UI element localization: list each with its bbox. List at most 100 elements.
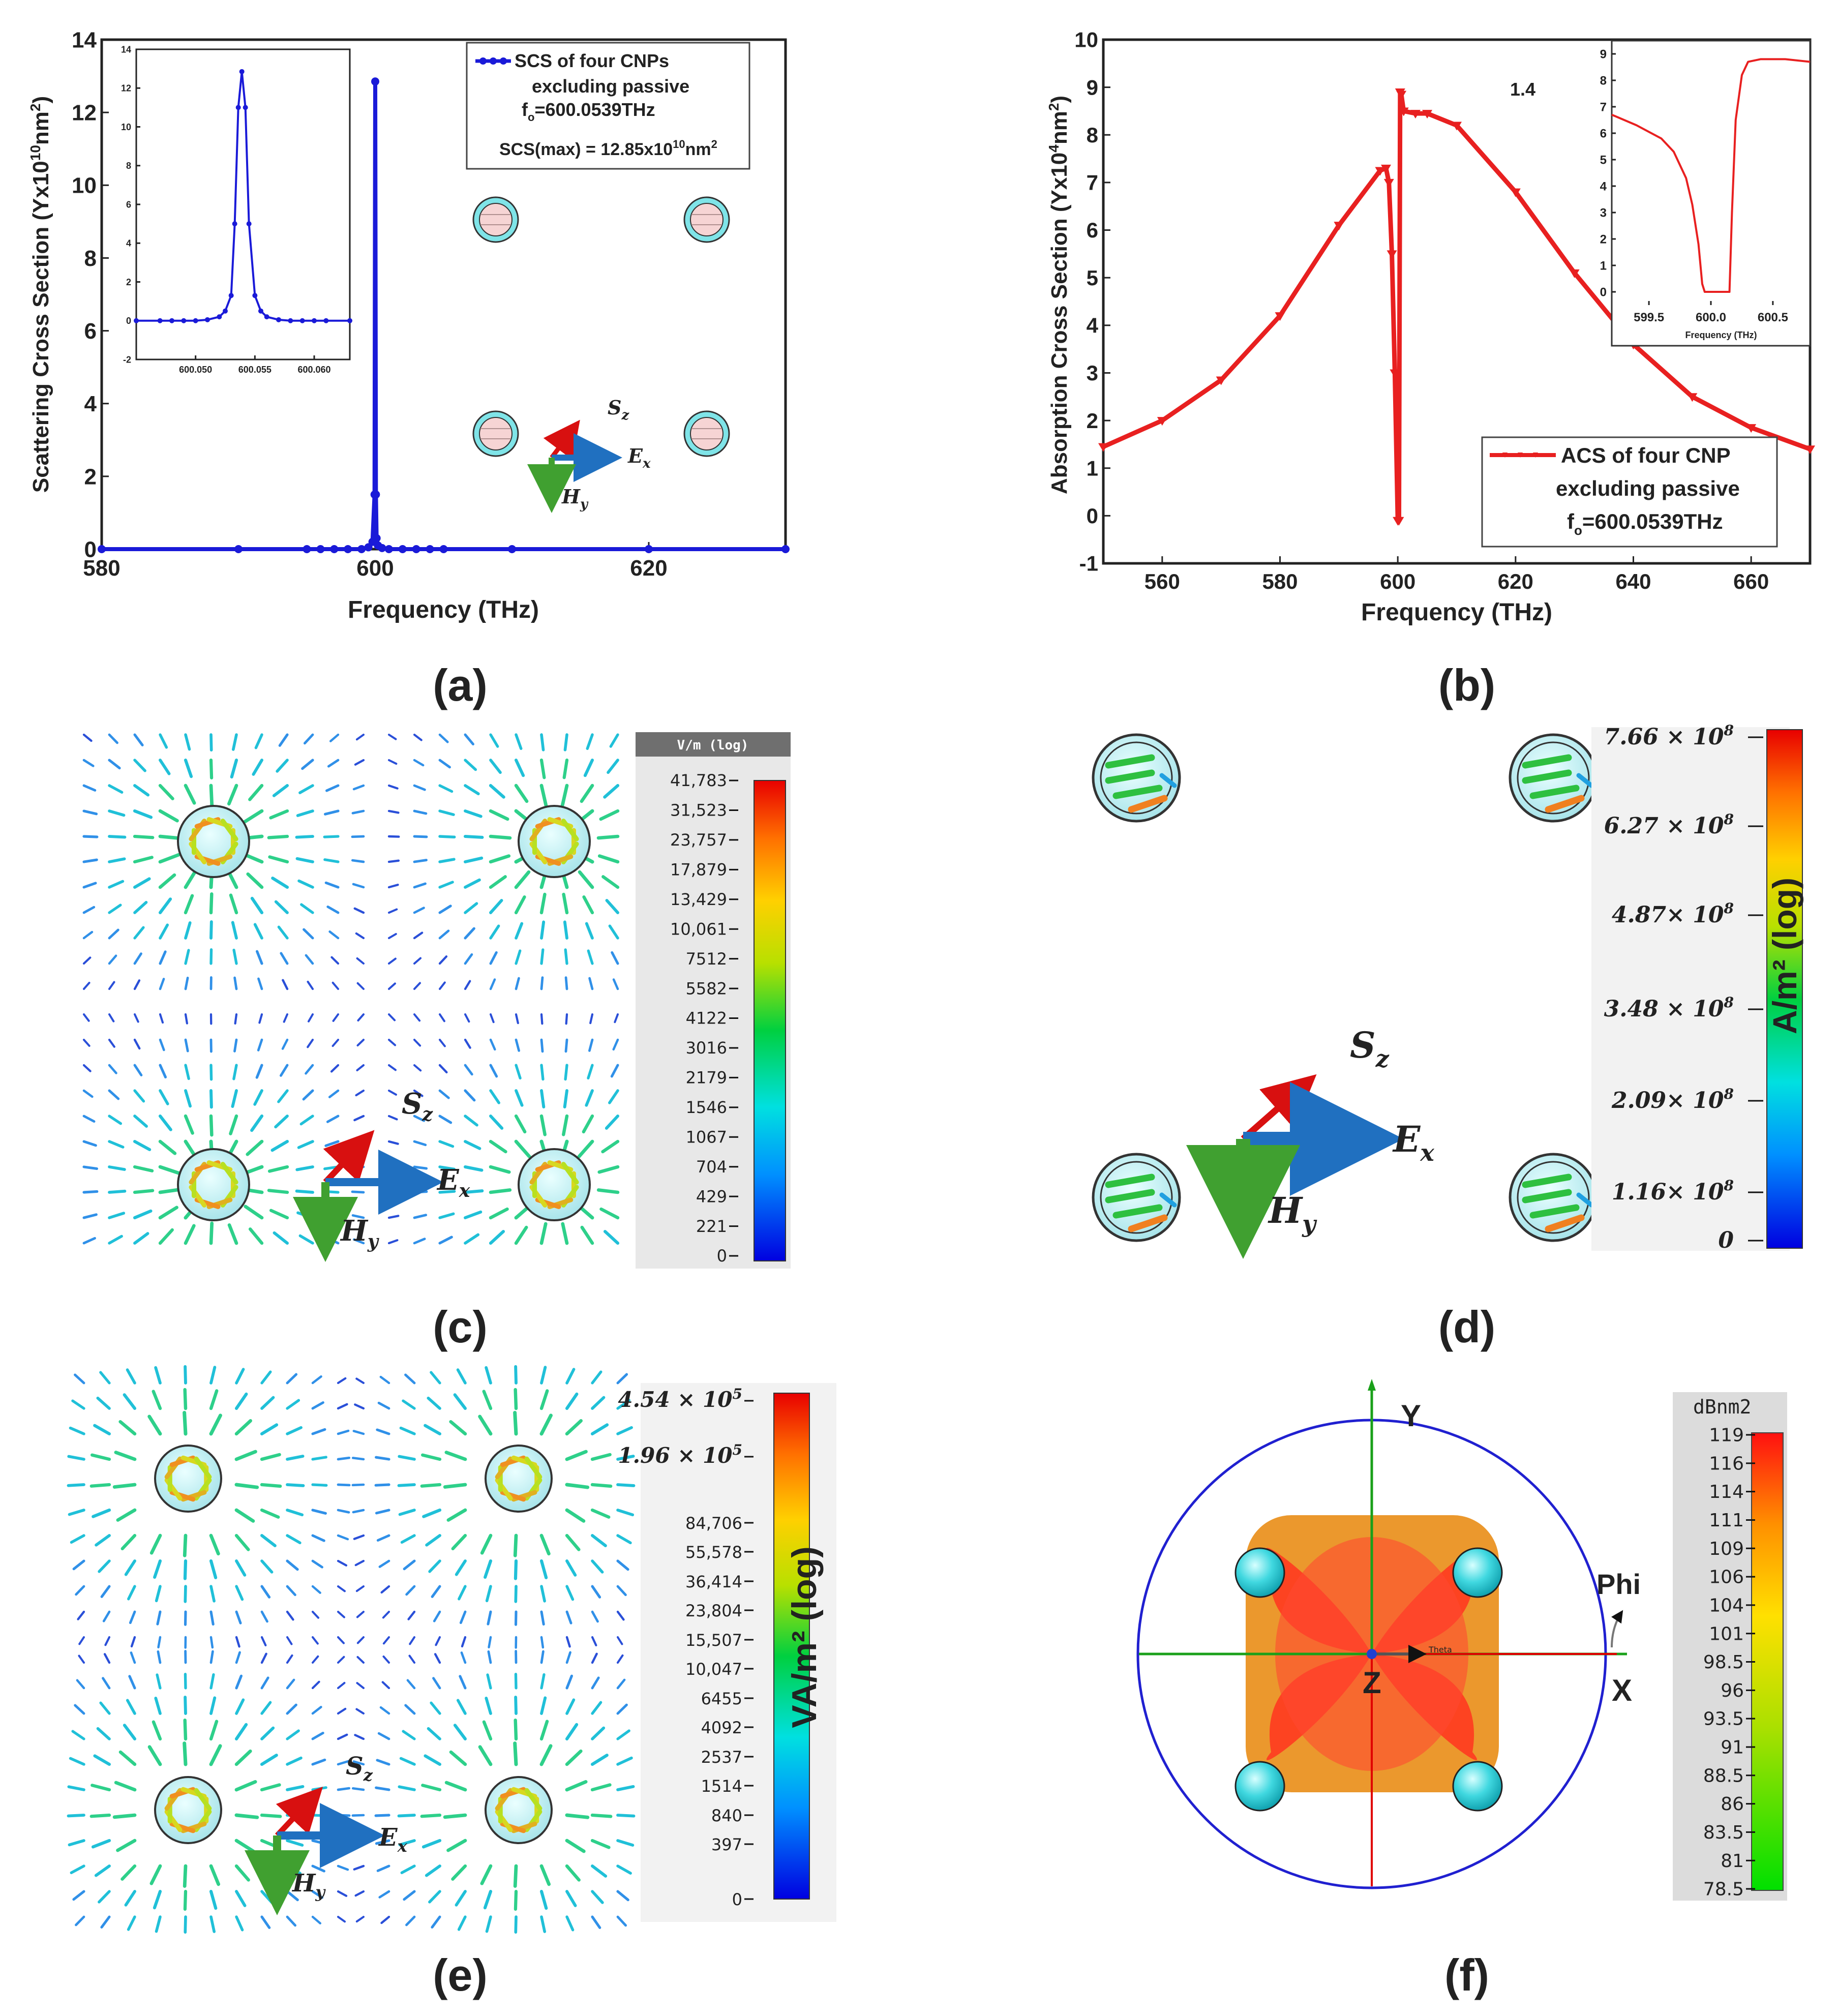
- y-axis-label: Y: [1401, 1399, 1421, 1433]
- panel-e-field-arrow: [591, 1559, 604, 1574]
- panel-label-b: (b): [1438, 660, 1495, 710]
- panel-e-field-arrow: [337, 1814, 351, 1817]
- panel-e-field-arrow: [460, 1651, 467, 1664]
- panel-e-field-arrow: [590, 1453, 612, 1461]
- panel-e-field-arrow: [260, 1396, 275, 1410]
- panel-a-inset-series-point: [181, 318, 187, 323]
- panel-c-field-arrow: [563, 1089, 568, 1109]
- panel-c-field-arrow: [489, 924, 500, 940]
- panel-b-annotation: 1.4: [1510, 79, 1535, 100]
- panel-e-field-arrow: [421, 1784, 442, 1792]
- panel-a-inset-x-tick-label: 600.055: [238, 365, 272, 375]
- cnp-particle: [472, 410, 519, 457]
- panel-c-field-arrow: [515, 733, 523, 750]
- panel-c-field-arrow: [387, 908, 398, 914]
- panel-e-field-arrow: [565, 1698, 576, 1715]
- panel-c-field-arrow: [82, 906, 96, 914]
- panel-e-field-arrow: [311, 1456, 327, 1461]
- panel-e-field-arrow: [376, 1759, 390, 1766]
- panel-e-field-arrow: [154, 1697, 162, 1715]
- panel-e-field-arrow: [130, 1636, 136, 1648]
- panel-e-field-arrow: [451, 1533, 467, 1551]
- panel-e-colorbar-tick-label: 4.54 × 105: [618, 1386, 742, 1412]
- panel-c-field-arrow: [356, 957, 365, 965]
- panel-c-field-arrow: [184, 1064, 190, 1080]
- panel-a-series-point: [398, 545, 407, 553]
- panel-e-field-arrow: [209, 1413, 222, 1436]
- panel-c-field-arrow: [413, 1140, 427, 1147]
- panel-e-field-arrow: [72, 1559, 85, 1571]
- panel-d-particles: [1092, 733, 1598, 1242]
- panel-e-field-arrow: [311, 1610, 320, 1619]
- panel-e-field-arrow: [424, 1754, 442, 1766]
- panel-c-field-arrow: [300, 903, 314, 914]
- panel-c-colorbar-tick-label: 5582: [686, 979, 727, 998]
- panel-f-colorbar-tick-label: 111: [1709, 1510, 1744, 1531]
- current-arrow: [1105, 1189, 1155, 1203]
- panel-e-field-arrow: [260, 1453, 281, 1461]
- panel-e-field-arrow: [209, 1366, 217, 1385]
- panel-e-field-arrow: [375, 1509, 390, 1515]
- panel-c-field-arrow: [82, 956, 92, 965]
- panel-e-field-arrow: [286, 1559, 299, 1571]
- panel-c-field-arrow: [277, 925, 289, 940]
- panel-c-field-arrow: [82, 882, 97, 889]
- panel-c-field-arrow: [563, 920, 568, 940]
- panel-c-field-arrow: [438, 809, 455, 816]
- panel-e-field-arrow: [337, 1733, 348, 1740]
- panel-c-colorbar-gradient: [754, 780, 786, 1261]
- panel-e-field-arrow: [76, 1679, 85, 1690]
- z-axis-label: Z: [1363, 1666, 1381, 1700]
- panel-e-field-arrow: [616, 1373, 628, 1385]
- panel-e-field-arrow: [443, 1813, 467, 1819]
- panel-c-field-arrow: [82, 733, 93, 742]
- panel-e-field-arrow: [398, 1785, 416, 1791]
- panel-e-field-arrow: [99, 1701, 111, 1715]
- panel-b-x-tick-label: 580: [1262, 569, 1298, 593]
- panel-a-inset: 600.050 600.055 600.060 -2 0 2 4 6 8 10 12 14: [121, 44, 352, 375]
- panel-e-field-arrow: [337, 1559, 348, 1567]
- panel-c-field-arrow: [133, 784, 150, 797]
- panel-b-y-tick-label: 8: [1087, 123, 1098, 147]
- cnp-particle: [485, 1776, 553, 1844]
- panel-e-field-arrow: [234, 1483, 259, 1489]
- panel-a-legend-line2: excluding passive: [532, 76, 689, 97]
- panel-label-c: (c): [433, 1302, 488, 1352]
- panel-c-field-arrow: [463, 856, 484, 864]
- panel-a-inset-series-point: [205, 317, 210, 322]
- panel-e-colorbar-ticks: 4.54 × 105 1.96 × 105 84,706 55,578 36,414 23…: [618, 1386, 754, 1909]
- panel-c-field-arrow: [295, 1165, 314, 1171]
- panel-c-field-arrow: [82, 1089, 94, 1098]
- panel-a-inset-series-point: [232, 221, 237, 227]
- panel-c-field-arrow: [357, 1013, 365, 1022]
- panel-a-inset-series-point: [258, 308, 263, 314]
- panel-c-field-arrow: [489, 1064, 498, 1078]
- panel-e-field-arrow: [513, 1410, 518, 1436]
- panel-e-field-arrow: [311, 1585, 321, 1594]
- panel-a-series-point: [357, 545, 366, 553]
- panel-c-field-arrow: [253, 1089, 263, 1106]
- panel-c-field-arrow: [158, 873, 176, 889]
- panel-e-field-arrow: [455, 1559, 467, 1576]
- panel-c-colorbar-tick-label: 0: [717, 1246, 727, 1266]
- panel-c-field-arrow: [439, 981, 446, 990]
- panel-c-field-arrow: [274, 1115, 289, 1129]
- panel-c-field-arrow: [589, 1013, 594, 1025]
- panel-c-field-arrow: [489, 978, 496, 990]
- panel-e-field-arrow: [540, 1610, 545, 1626]
- panel-c-field-arrow: [326, 1115, 340, 1123]
- panel-e-field-arrow: [591, 1890, 604, 1904]
- panel-c-colorbar-tick-label: 7512: [686, 949, 727, 969]
- panel-c-field-arrow: [352, 784, 365, 791]
- panel-c-field-arrow: [560, 784, 569, 807]
- panel-c-field-arrow: [540, 1064, 545, 1081]
- panel-c-field-arrow: [387, 835, 400, 838]
- panel-e-field-arrow: [616, 1654, 624, 1664]
- panel-c-field-arrow: [355, 932, 365, 940]
- current-arrow: [1522, 1174, 1572, 1188]
- panel-e-field-arrow: [209, 1389, 219, 1410]
- panel-b-xlabel: Frequency (THz): [1361, 599, 1552, 626]
- panel-a-legend-marker: [479, 57, 487, 65]
- panel-e-field-arrow: [286, 1483, 305, 1487]
- panel-a-series-point: [303, 545, 311, 553]
